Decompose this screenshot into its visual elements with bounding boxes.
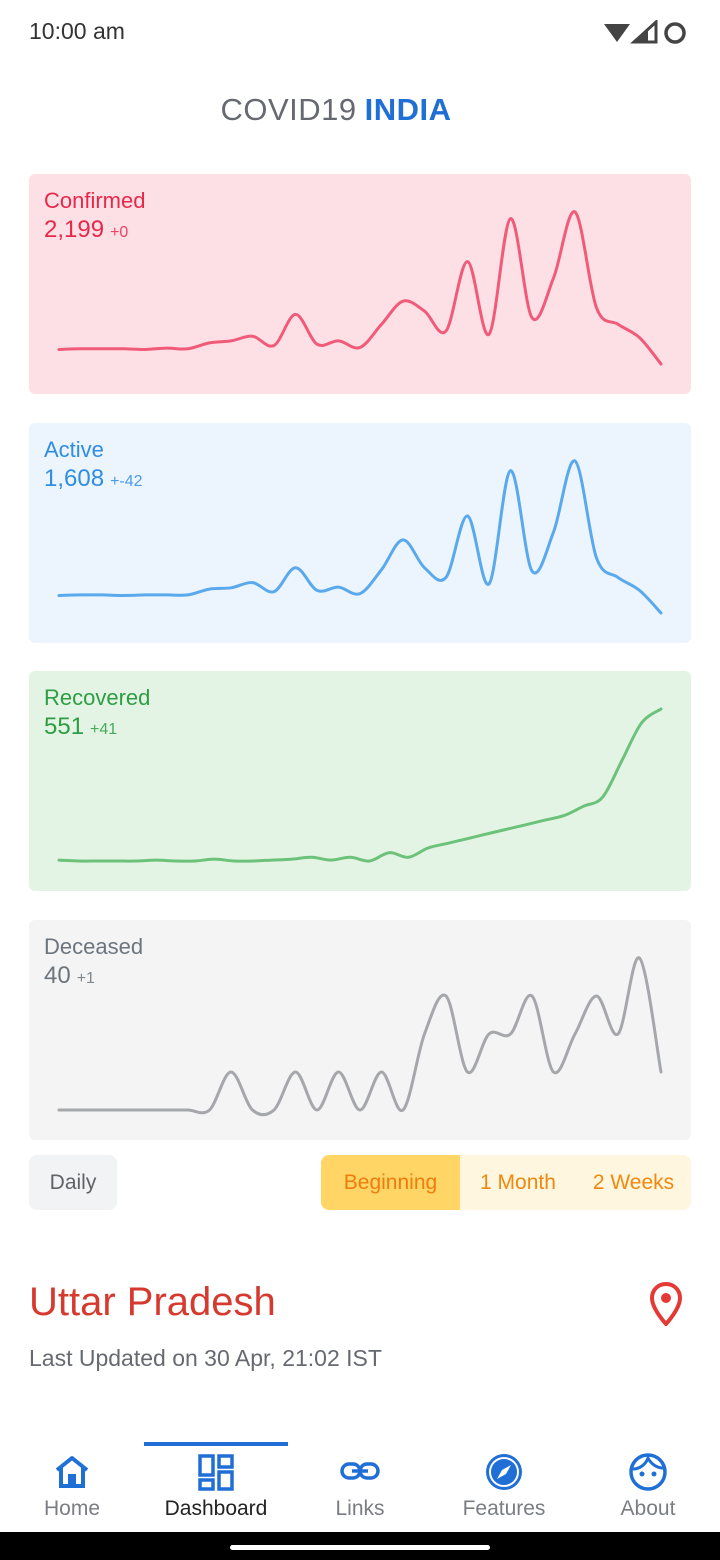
battery-icon: [664, 22, 686, 44]
recovered-value-row: 551 +41: [44, 713, 117, 741]
time-range-selector: Beginning 1 Month 2 Weeks: [321, 1155, 691, 1210]
series-line: [57, 956, 663, 1117]
series-line: [57, 210, 663, 366]
recovered-label: Recovered: [44, 685, 151, 710]
active-card[interactable]: Active 1,608 +-42: [29, 423, 691, 643]
active-label: Active: [44, 437, 104, 462]
nav-item-links[interactable]: Links: [288, 1440, 432, 1532]
recovered-chart: [57, 707, 663, 863]
series-line: [57, 459, 663, 615]
dashboard-icon: [198, 1454, 234, 1491]
compass-icon: [486, 1454, 522, 1490]
daily-toggle-button[interactable]: Daily: [29, 1155, 117, 1210]
home-icon: [55, 1456, 89, 1488]
nav-item-dashboard[interactable]: Dashboard: [144, 1440, 288, 1532]
deceased-value: 40: [44, 962, 71, 989]
recovered-value: 551: [44, 713, 85, 740]
bottom-navigation: Home Dashboard Links Features: [0, 1440, 720, 1532]
app-title-accent: INDIA: [364, 92, 452, 127]
face-icon: [629, 1453, 667, 1491]
deceased-delta: +1: [76, 970, 95, 987]
active-delta: +-42: [110, 473, 143, 490]
deceased-card[interactable]: Deceased 40 +1: [29, 920, 691, 1140]
nav-item-home[interactable]: Home: [0, 1440, 144, 1532]
nav-label-features: Features: [462, 1497, 546, 1520]
nav-label-home: Home: [43, 1497, 101, 1520]
range-1-month-button[interactable]: 1 Month: [480, 1170, 556, 1194]
deceased-value-row: 40 +1: [44, 962, 95, 990]
confirmed-chart: [57, 210, 663, 366]
status-bar: 10:00 am: [0, 0, 720, 64]
nav-label-about: About: [620, 1497, 676, 1520]
recovered-card[interactable]: Recovered 551 +41: [29, 671, 691, 891]
active-value-row: 1,608 +-42: [44, 465, 143, 493]
app-title-main: COVID19: [220, 92, 357, 127]
active-chart: [57, 459, 663, 615]
confirmed-value-row: 2,199 +0: [44, 216, 128, 244]
confirmed-value: 2,199: [44, 216, 105, 243]
deceased-label: Deceased: [44, 934, 144, 959]
app-title: COVID19 INDIA: [0, 92, 672, 128]
series-line: [57, 707, 663, 863]
confirmed-card[interactable]: Confirmed 2,199 +0: [29, 174, 691, 394]
nav-label-dashboard: Dashboard: [164, 1497, 268, 1520]
range-2-weeks-button[interactable]: 2 Weeks: [592, 1170, 675, 1194]
location-pin-icon[interactable]: [650, 1282, 682, 1326]
wifi-icon: [604, 24, 630, 42]
nav-item-features[interactable]: Features: [432, 1440, 576, 1532]
state-name: Uttar Pradesh: [29, 1280, 276, 1324]
nav-label-links: Links: [335, 1497, 385, 1520]
last-updated-text: Last Updated on 30 Apr, 21:02 IST: [29, 1345, 382, 1371]
status-icons: [604, 20, 686, 44]
link-icon: [340, 1462, 380, 1480]
nav-active-indicator: [144, 1442, 288, 1446]
gesture-handle[interactable]: [230, 1545, 490, 1550]
recovered-delta: +41: [90, 721, 118, 738]
deceased-chart: [57, 956, 663, 1117]
range-beginning-button[interactable]: Beginning: [321, 1155, 460, 1210]
active-value: 1,608: [44, 465, 105, 492]
confirmed-label: Confirmed: [44, 188, 146, 213]
confirmed-delta: +0: [110, 224, 129, 241]
nav-item-about[interactable]: About: [576, 1440, 720, 1532]
status-time: 10:00 am: [29, 18, 125, 44]
